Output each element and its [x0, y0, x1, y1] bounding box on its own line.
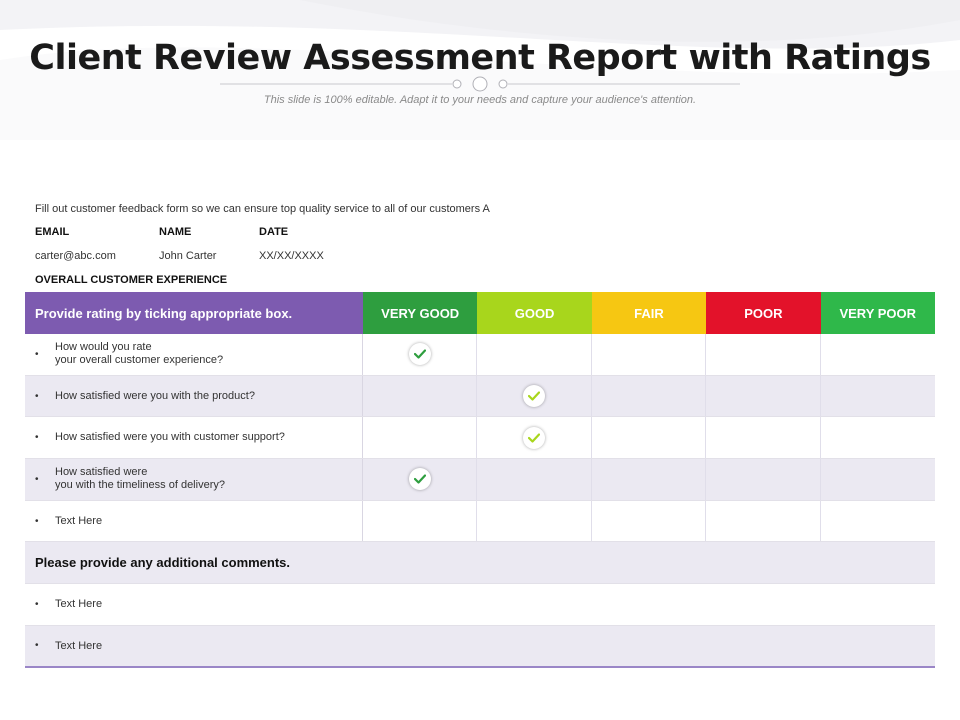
rating-cell-good[interactable]: [477, 500, 592, 542]
date-value: XX/XX/XXXX: [259, 250, 324, 262]
rating-cell-fair[interactable]: [591, 375, 707, 417]
email-header: EMAIL: [35, 226, 70, 238]
bullet: •: [35, 473, 39, 485]
rating-cell-good[interactable]: [477, 417, 592, 459]
question-header: Provide rating by ticking appropriate bo…: [25, 292, 363, 334]
bullet: •: [35, 640, 39, 652]
email-value: carter@abc.com: [35, 250, 116, 262]
bullet: •: [35, 348, 39, 360]
question-row: • How satisfied were you with the product…: [25, 375, 935, 418]
question-cell: • How would you rate your overall customer…: [25, 334, 363, 375]
overall-experience-label: OVERALL CUSTOMER EXPERIENCE: [35, 274, 228, 286]
question-text: How satisfied were you with the product?: [55, 390, 255, 403]
question-text-line: How satisfied were you with the product?: [55, 389, 255, 402]
rating-cell-very-poor[interactable]: [820, 375, 935, 417]
rating-table: Provide rating by ticking appropriate bo…: [25, 292, 935, 668]
rating-cell-very-good[interactable]: [363, 500, 478, 542]
rating-cell-fair[interactable]: [591, 417, 707, 459]
rating-cell-very-good[interactable]: [363, 417, 478, 459]
check-icon: [408, 343, 431, 366]
check-icon: [523, 385, 546, 408]
question-rows: • How would you rate your overall customer…: [25, 334, 935, 543]
bullet: •: [35, 598, 39, 610]
title-divider: [220, 76, 740, 92]
rating-cell-good[interactable]: [477, 375, 592, 417]
info-values: carter@abc.com John Carter XX/XX/XXXX: [35, 250, 379, 262]
rating-cell-very-poor[interactable]: [820, 500, 935, 542]
question-text: How would you rate your overall customer …: [55, 341, 223, 367]
check-icon: [408, 468, 431, 491]
rating-cell-poor[interactable]: [706, 459, 821, 500]
comment-text: Text Here: [55, 639, 103, 652]
question-cell: • How satisfied were you with the product…: [25, 375, 363, 417]
rating-cell-poor[interactable]: [706, 334, 821, 375]
rating-cell-very-good[interactable]: [363, 459, 478, 500]
name-header: NAME: [159, 226, 192, 238]
rating-cell-good[interactable]: [477, 334, 592, 375]
question-text: Text Here: [55, 515, 102, 528]
rating-header-poor: POOR: [706, 292, 821, 334]
bullet: •: [35, 390, 39, 402]
bullet: •: [35, 515, 39, 527]
question-row: • How satisfied were you with the timeline…: [25, 459, 935, 501]
comment-text: Text Here: [55, 598, 103, 611]
question-text-line: Text Here: [55, 514, 103, 527]
rating-cell-very-good[interactable]: [363, 334, 478, 375]
question-text: How satisfied were you with the timelines…: [55, 466, 225, 492]
background-swoosh: [0, 0, 960, 140]
rating-cell-very-poor[interactable]: [820, 417, 935, 459]
rating-cell-very-good[interactable]: [363, 375, 478, 417]
rating-cell-fair[interactable]: [591, 500, 707, 542]
question-text-line: How satisfied were: [55, 466, 148, 479]
question-row: • Text Here: [25, 500, 935, 543]
rating-header-very-poor: VERY POOR: [820, 292, 935, 334]
name-value: John Carter: [159, 250, 217, 262]
bullet: •: [35, 432, 39, 444]
question-text-line: your overall customer experience?: [55, 354, 224, 367]
rating-header-fair: FAIR: [591, 292, 707, 334]
question-row: • How would you rate your overall customer…: [25, 334, 935, 376]
rating-cell-poor[interactable]: [706, 500, 821, 542]
page-subtitle: This slide is 100% editable. Adapt it to…: [263, 94, 697, 106]
rating-cell-fair[interactable]: [591, 459, 707, 500]
question-cell: • How satisfied were you with the timeline…: [25, 459, 363, 500]
rating-cell-very-poor[interactable]: [820, 459, 935, 500]
rating-cell-very-poor[interactable]: [820, 334, 935, 375]
rating-cell-poor[interactable]: [706, 417, 821, 459]
comments-label: Please provide any additional comments.: [35, 555, 291, 571]
intro-text: Fill out customer feedback form so we ca…: [35, 203, 490, 215]
rating-header-row: Provide rating by ticking appropriate bo…: [25, 292, 935, 334]
rating-cell-fair[interactable]: [591, 334, 707, 375]
check-icon: [523, 426, 546, 449]
question-text-line: How would you rate: [55, 341, 152, 354]
date-header: DATE: [259, 226, 289, 238]
rating-cell-poor[interactable]: [706, 375, 821, 417]
question-cell: • How satisfied were you with customer su…: [25, 417, 363, 459]
rating-header-very-good: VERY GOOD: [363, 292, 478, 334]
page-title: Client Review Assessment Report with Rat…: [29, 38, 931, 78]
info-headers: EMAIL NAME DATE: [35, 226, 379, 238]
question-text-line: you with the timeliness of delivery?: [55, 479, 225, 492]
question-text: How satisfied were you with customer sup…: [55, 431, 285, 444]
question-cell: • Text Here: [25, 500, 363, 542]
comments-row: Please provide any additional comments.: [25, 542, 935, 585]
rating-cell-good[interactable]: [477, 459, 592, 500]
rating-header-good: GOOD: [477, 292, 592, 334]
question-text-line: How satisfied were you with customer sup…: [55, 431, 285, 444]
comment-row[interactable]: • Text Here: [25, 625, 935, 668]
question-row: • How satisfied were you with customer su…: [25, 417, 935, 460]
comment-rows: • Text Here • Text Here: [25, 584, 935, 668]
comment-row[interactable]: • Text Here: [25, 584, 935, 626]
